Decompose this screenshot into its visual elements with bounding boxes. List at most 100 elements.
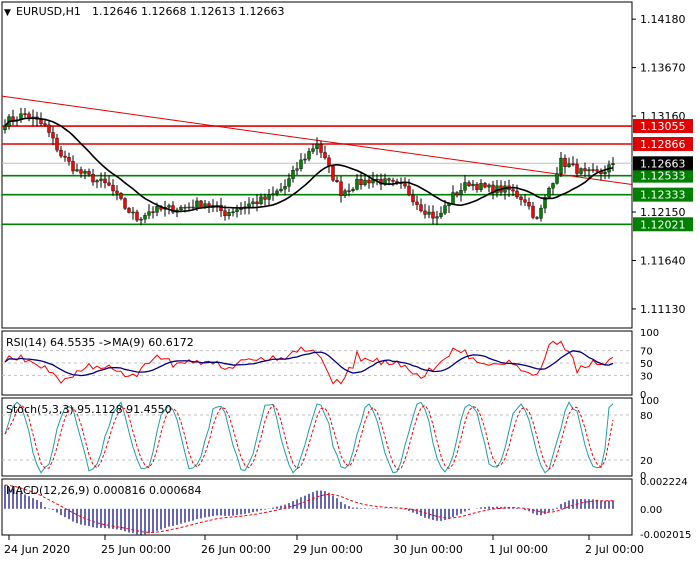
- candle-body: [331, 165, 335, 181]
- candle-body: [555, 173, 559, 184]
- candle-body: [323, 152, 327, 159]
- candle-body: [283, 186, 287, 190]
- candle-body: [115, 190, 119, 194]
- candle-body: [327, 157, 331, 167]
- candle-body: [427, 211, 431, 215]
- candle-body: [471, 183, 475, 187]
- candle-body: [387, 178, 391, 181]
- candle: [259, 193, 263, 206]
- moving-average: [4, 117, 614, 213]
- candle: [47, 120, 51, 138]
- candle-body: [539, 207, 543, 219]
- candle: [499, 180, 503, 196]
- candle-body: [219, 204, 223, 211]
- candle-body: [571, 163, 575, 166]
- candle-body: [83, 171, 87, 174]
- stoch-tick-label: 20: [640, 456, 653, 467]
- candle: [583, 162, 587, 177]
- candle: [55, 133, 59, 153]
- candle: [147, 204, 151, 220]
- candle-body: [611, 163, 615, 165]
- candle-body: [187, 206, 191, 209]
- candle: [291, 165, 295, 183]
- candle: [175, 207, 179, 218]
- candle: [423, 203, 427, 219]
- stoch-panel-frame: [1, 397, 633, 477]
- candle-body: [455, 192, 459, 196]
- main-panel-frame: [1, 1, 633, 329]
- candle-body: [231, 211, 235, 213]
- candle-body: [155, 206, 159, 213]
- candle: [283, 179, 287, 196]
- candle: [415, 195, 419, 211]
- candle: [531, 201, 535, 220]
- candle: [135, 209, 139, 222]
- current-price-tag-label: 1.12663: [640, 157, 686, 170]
- candle: [555, 167, 559, 185]
- time-tick-label: 25 Jun 00:00: [101, 543, 171, 556]
- candle: [299, 153, 303, 172]
- candle: [427, 205, 431, 219]
- candle: [359, 172, 363, 190]
- candle-body: [235, 209, 239, 212]
- macd-tick-label: 0.002224: [640, 477, 688, 488]
- candle-body: [467, 182, 471, 187]
- candle: [143, 212, 147, 224]
- candle: [79, 166, 83, 178]
- candle-body: [39, 119, 43, 124]
- candle: [467, 180, 471, 187]
- price-tick-label: 1.12150: [640, 206, 686, 219]
- candle: [263, 193, 267, 207]
- candle: [491, 180, 495, 200]
- candle: [71, 155, 75, 175]
- support-tag-bg: [633, 187, 693, 202]
- candle: [247, 197, 251, 215]
- candle: [347, 183, 351, 197]
- candle-body: [423, 210, 427, 215]
- candle: [319, 140, 323, 158]
- candle-body: [475, 183, 479, 190]
- candle-body: [59, 149, 63, 157]
- candle: [11, 109, 15, 126]
- candle-body: [303, 158, 307, 161]
- candle: [587, 166, 591, 178]
- chart-menu-arrow[interactable]: ▼: [4, 8, 11, 18]
- support-tag-label: 1.12333: [640, 189, 686, 202]
- candle-body: [183, 206, 187, 209]
- candle-body: [311, 148, 315, 152]
- candle-body: [315, 143, 319, 149]
- candle: [611, 157, 615, 172]
- candle-body: [563, 157, 567, 167]
- resistance-tag-label: 1.13055: [640, 120, 686, 133]
- candle-body: [419, 204, 423, 212]
- candle-body: [267, 194, 271, 200]
- candle-body: [139, 218, 143, 221]
- candle: [231, 207, 235, 217]
- candle-body: [67, 157, 71, 162]
- candle: [199, 199, 203, 209]
- candle: [295, 161, 299, 175]
- candle-body: [151, 211, 155, 213]
- support-tag-label: 1.12021: [640, 218, 686, 231]
- price-tags: 1.13055 1.12866 1.12533 1.12333 1.12021 1.126…: [633, 119, 693, 232]
- candle: [307, 147, 311, 162]
- candle: [115, 185, 119, 201]
- candle: [451, 185, 455, 206]
- candle-body: [583, 168, 587, 172]
- candle-body: [551, 183, 555, 189]
- candle: [575, 158, 579, 178]
- candle: [543, 194, 547, 214]
- macd-panel-frame: [1, 478, 633, 536]
- candle-body: [63, 155, 67, 158]
- candle-body: [307, 151, 311, 160]
- macd-title: MACD(12,26,9) 0.000816 0.000684: [6, 484, 202, 497]
- candle: [315, 137, 319, 156]
- candle-body: [295, 168, 299, 171]
- candle: [99, 172, 103, 188]
- support-tag-label: 1.12533: [640, 170, 686, 183]
- candle: [251, 198, 255, 209]
- time-tick-label: 24 Jun 2020: [4, 543, 70, 556]
- rsi-tick-label: 70: [640, 347, 653, 358]
- main-title: EURUSD,H1: [16, 5, 81, 18]
- candle: [355, 174, 359, 191]
